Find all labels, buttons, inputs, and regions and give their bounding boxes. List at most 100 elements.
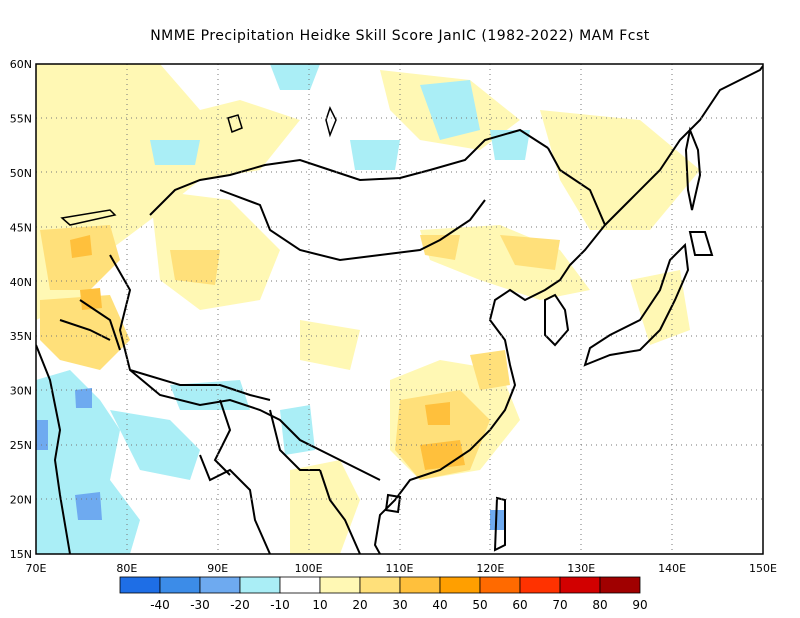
- y-tick-label: 60N: [10, 58, 32, 71]
- x-tick-label: 150E: [749, 562, 777, 575]
- border: [149, 128, 549, 216]
- skill-region: [300, 320, 360, 370]
- x-tick-label: 70E: [26, 562, 47, 575]
- skill-region: [500, 235, 560, 270]
- skill-region: [75, 492, 102, 520]
- border: [269, 409, 320, 471]
- colorbar-swatch: [479, 576, 521, 594]
- colorbar-label: -30: [190, 598, 210, 612]
- colorbar-label: 20: [352, 598, 367, 612]
- lake: [325, 106, 337, 138]
- skill-region: [170, 250, 220, 285]
- skill-region: [40, 295, 130, 370]
- colorbar-swatch: [559, 576, 601, 594]
- skill-region: [420, 235, 460, 260]
- skill-region: [110, 410, 200, 480]
- colorbar-label: -10: [270, 598, 290, 612]
- lake: [227, 114, 243, 134]
- gridlines: [36, 64, 763, 554]
- colorbar-swatch: [359, 576, 401, 594]
- coastline: [583, 242, 690, 367]
- colorbar-swatch: [159, 576, 201, 594]
- x-tick-label: 80E: [116, 562, 137, 575]
- x-tick-label: 130E: [567, 562, 595, 575]
- skill-region: [420, 225, 590, 300]
- colorbar-swatch: [399, 576, 441, 594]
- x-tick-label: 140E: [658, 562, 686, 575]
- colorbar-swatch: [199, 576, 241, 594]
- coastline: [684, 126, 702, 211]
- colorbar-swatch: [279, 576, 321, 594]
- x-tick-label: 120E: [476, 562, 504, 575]
- y-tick-label: 20N: [10, 494, 32, 507]
- y-tick-label: 40N: [10, 276, 32, 289]
- colorbar-label: 30: [392, 598, 407, 612]
- map-outlines: [36, 65, 763, 554]
- colorbar-swatch: [319, 576, 361, 594]
- skill-region: [470, 350, 510, 390]
- border: [213, 399, 232, 476]
- map-title: NMME Precipitation Heidke Skill Score Ja…: [150, 28, 650, 44]
- skill-region: [75, 388, 92, 408]
- border: [109, 254, 381, 481]
- y-tick-label: 50N: [10, 167, 32, 180]
- y-tick-label: 55N: [10, 112, 32, 125]
- skill-region: [395, 390, 490, 480]
- colorbar-label: 80: [592, 598, 607, 612]
- colorbar-swatch: [239, 576, 281, 594]
- border: [129, 369, 271, 401]
- x-tick-label: 110E: [386, 562, 414, 575]
- skill-region: [540, 110, 700, 230]
- colorbar-label: 40: [432, 598, 447, 612]
- coastline: [544, 293, 570, 347]
- skill-region: [350, 140, 400, 170]
- colorbar-label: 10: [312, 598, 327, 612]
- y-tick-label: 45N: [10, 221, 32, 234]
- skill-region: [490, 510, 505, 530]
- coastline: [199, 454, 271, 554]
- coastline: [373, 147, 607, 554]
- skill-region: [36, 420, 48, 450]
- border: [79, 299, 121, 351]
- colorbar-swatch: [599, 576, 641, 594]
- y-axis-labels: 15N 20N 25N 30N 35N 40N 45N 50N 55N 60N: [10, 58, 32, 561]
- skill-region: [420, 80, 480, 140]
- coastline: [384, 493, 402, 514]
- skill-region: [40, 225, 120, 290]
- lake: [60, 209, 117, 226]
- skill-region: [150, 140, 200, 165]
- y-tick-label: 15N: [10, 548, 32, 561]
- y-tick-label: 35N: [10, 330, 32, 343]
- colorbar-label: 70: [552, 598, 567, 612]
- colorbar-swatch: [519, 576, 561, 594]
- x-axis-labels: 70E 80E 90E 100E 110E 120E 130E 140E 150E: [26, 562, 777, 575]
- colorbar: -40 -30 -20 -10 10 20 30 40 50 60 70 80 90: [119, 576, 648, 612]
- coastline: [319, 469, 361, 554]
- colorbar-swatch: [119, 576, 161, 594]
- border: [219, 189, 486, 262]
- colorbar-label: 50: [472, 598, 487, 612]
- skill-region: [420, 440, 465, 470]
- x-tick-label: 90E: [207, 562, 228, 575]
- colorbar-label: 90: [632, 598, 647, 612]
- skill-region: [630, 270, 690, 345]
- coastline: [36, 344, 71, 554]
- skill-region: [490, 130, 530, 160]
- coastline: [688, 231, 714, 256]
- skill-shading: [36, 64, 700, 554]
- y-tick-label: 25N: [10, 439, 32, 452]
- colorbar-swatch: [439, 576, 481, 594]
- coastline: [493, 496, 506, 552]
- skill-region: [70, 235, 92, 258]
- skill-region: [270, 64, 320, 90]
- skill-region: [290, 460, 360, 554]
- x-tick-label: 100E: [295, 562, 323, 575]
- skill-region: [280, 405, 315, 455]
- colorbar-label: -20: [230, 598, 250, 612]
- plot-frame: [35, 63, 764, 555]
- y-tick-label: 30N: [10, 385, 32, 398]
- skill-region: [425, 402, 450, 425]
- border: [59, 319, 111, 341]
- colorbar-label: 60: [512, 598, 527, 612]
